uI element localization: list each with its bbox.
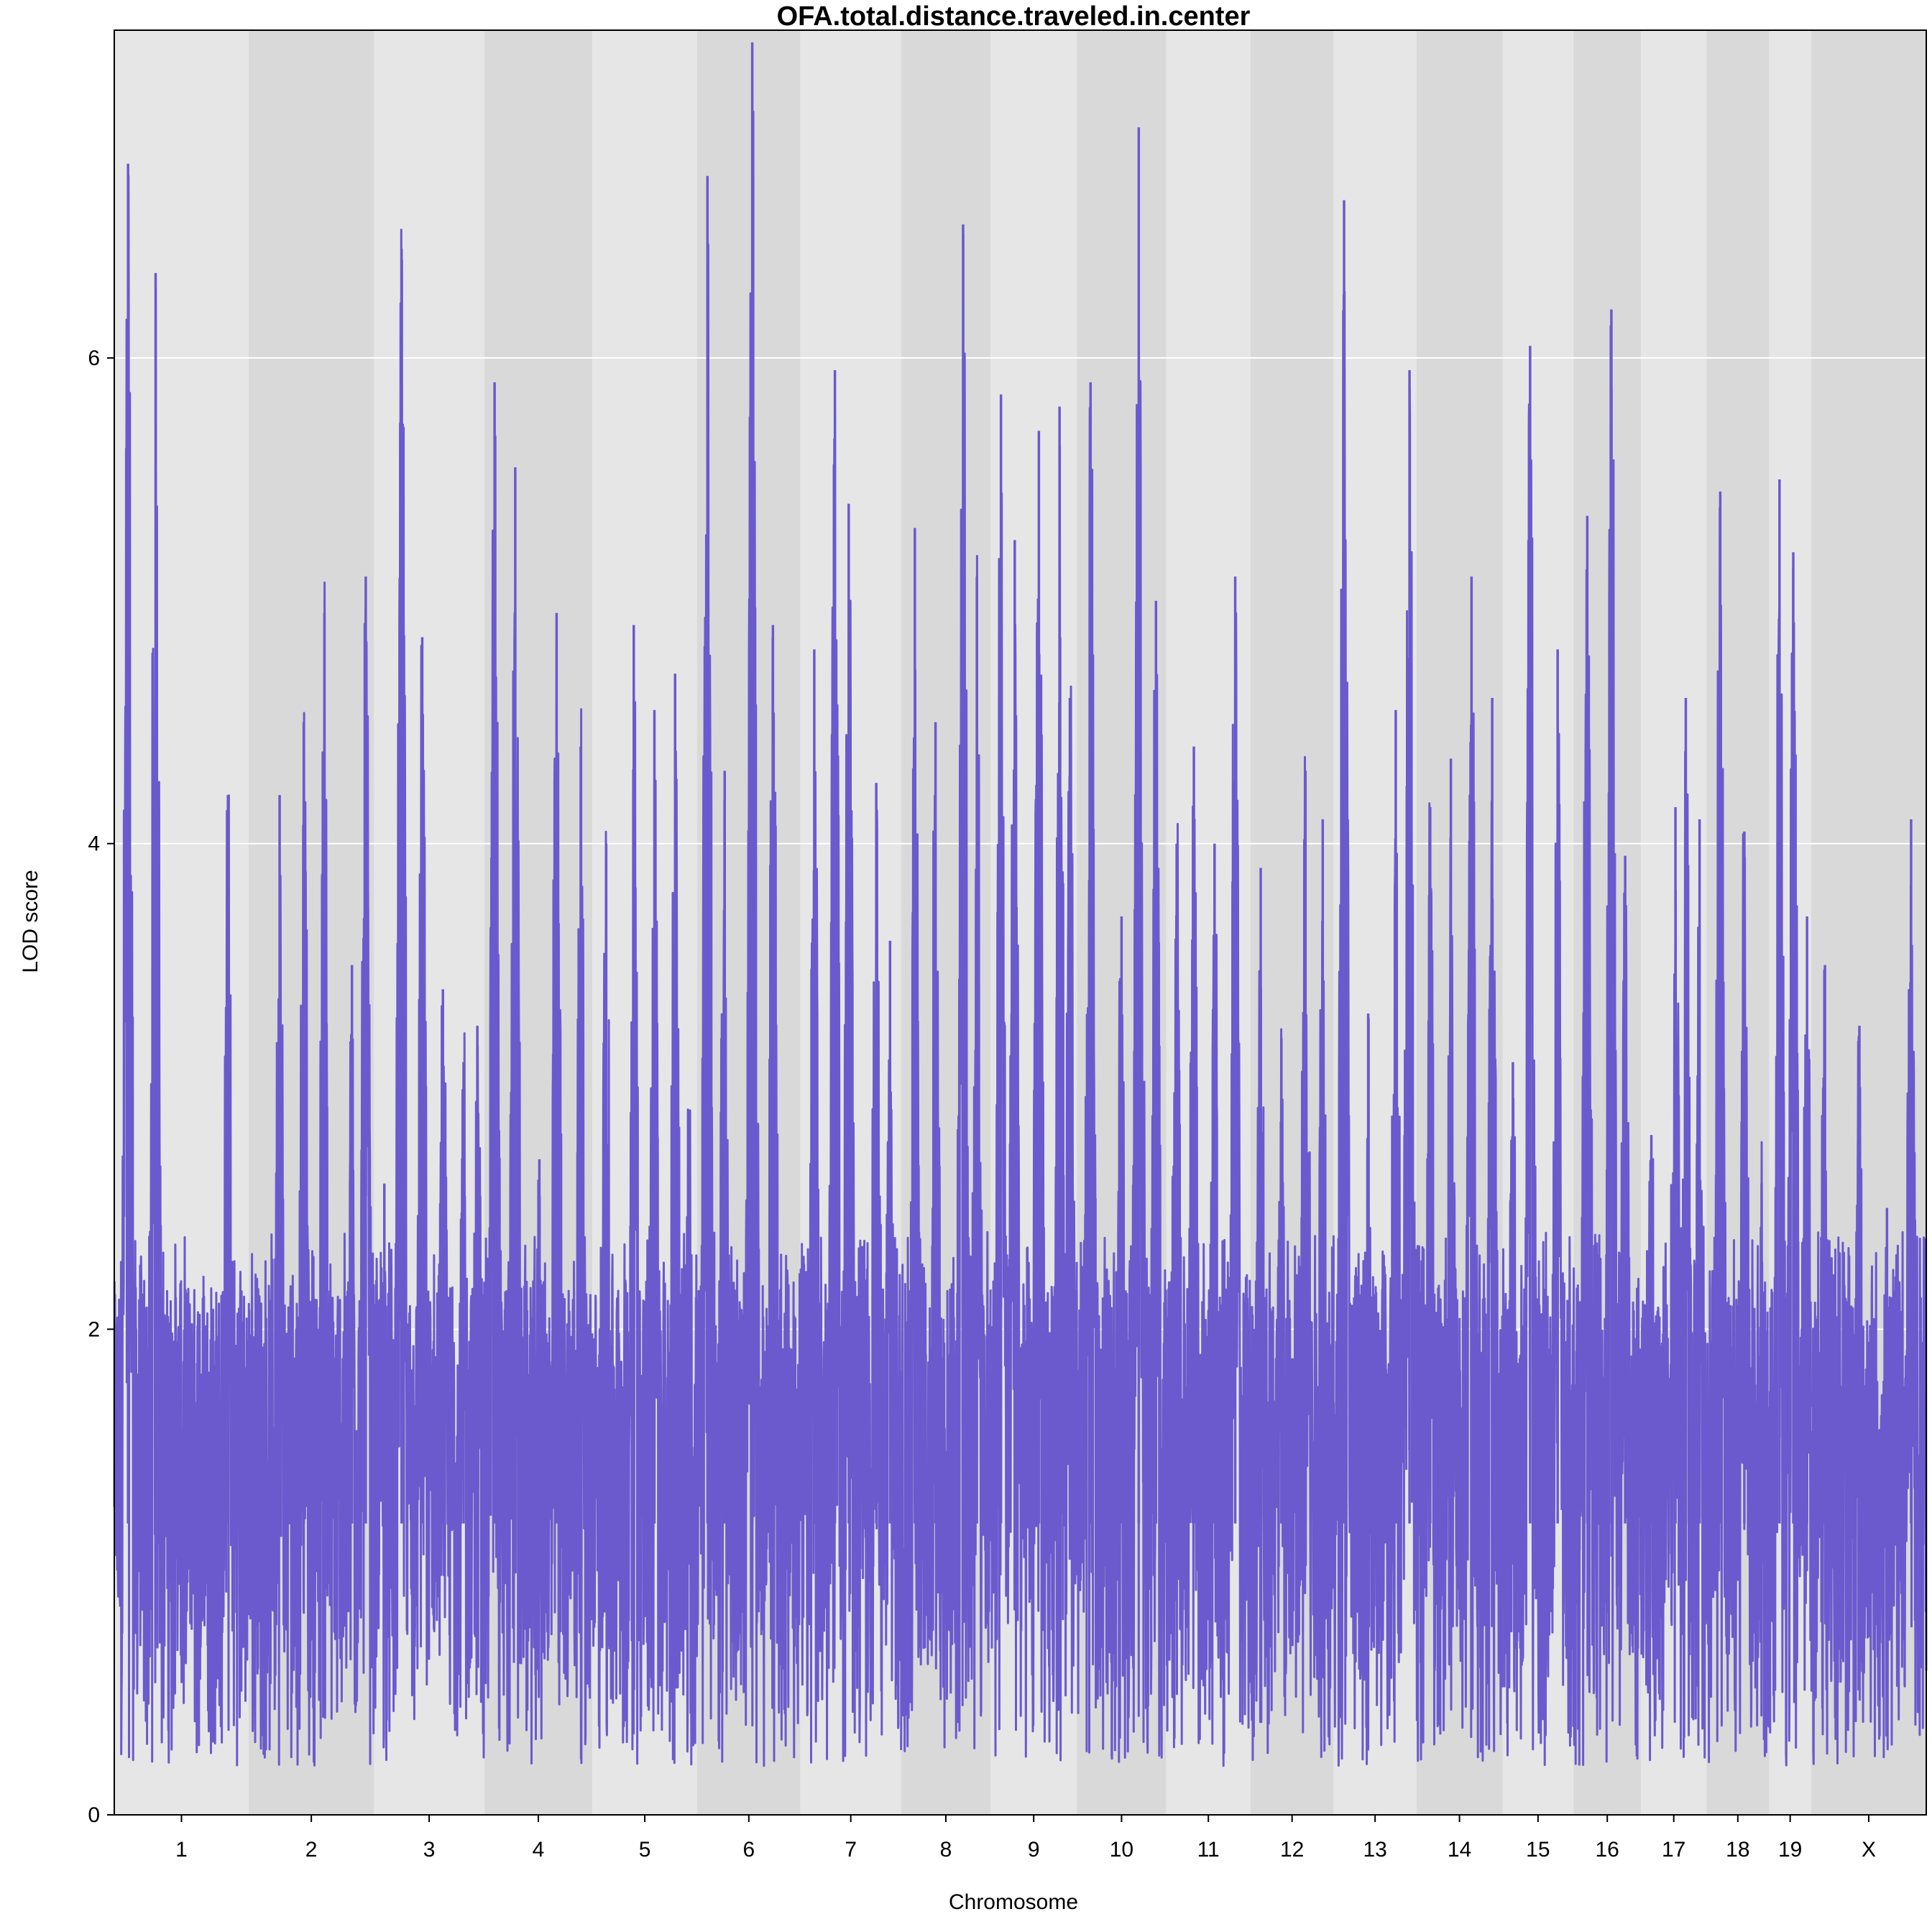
x-tick-label: 7 <box>845 1838 857 1862</box>
x-tick-label: 9 <box>1028 1838 1040 1862</box>
y-tick-label: 4 <box>88 832 100 856</box>
x-tick-label: 14 <box>1448 1838 1471 1862</box>
x-tick-label: 8 <box>940 1838 952 1862</box>
x-axis-title: Chromosome <box>949 1890 1078 1914</box>
lod-line-chr-16 <box>1572 325 1642 1766</box>
x-tick-label: X <box>1862 1838 1876 1862</box>
y-axis-title: LOD score <box>19 870 42 972</box>
x-tick-label: 13 <box>1363 1838 1386 1862</box>
y-tick-label: 0 <box>88 1803 100 1827</box>
x-tick-label: 18 <box>1726 1838 1749 1862</box>
x-tick-label: 2 <box>305 1838 318 1862</box>
lod-line-chr-15 <box>1501 403 1575 1767</box>
x-tick-label: 16 <box>1596 1838 1619 1862</box>
lod-series <box>113 42 1928 1767</box>
x-tick-label: 17 <box>1662 1838 1685 1862</box>
x-tick-label: 1 <box>175 1838 188 1862</box>
y-tick-label: 6 <box>88 346 100 370</box>
lod-line-chr-12 <box>1249 755 1335 1761</box>
lod-line-chr-3 <box>372 229 486 1762</box>
lod-line-chr-X <box>1810 885 1928 1765</box>
x-tick-label: 11 <box>1197 1838 1220 1862</box>
x-tick-label: 6 <box>742 1838 755 1862</box>
x-tick-label: 4 <box>533 1838 545 1862</box>
lod-line-chr-19 <box>1767 567 1813 1767</box>
plot-frame <box>114 29 1927 1816</box>
lod-line-chr-9 <box>989 445 1078 1762</box>
chart-title: OFA.total.distance.traveled.in.center <box>777 1 1251 32</box>
x-tick-label: 10 <box>1110 1838 1133 1862</box>
x-tick-label: 15 <box>1526 1838 1550 1862</box>
x-tick-label: 3 <box>423 1838 436 1862</box>
y-tick-label: 2 <box>88 1317 100 1341</box>
lod-line-chr-1 <box>113 175 250 1767</box>
y-axis-ticks: 0 2 4 6 <box>88 346 114 1827</box>
x-axis-ticks: 1 2 3 4 5 6 7 8 9 10 11 12 13 14 15 16 17 18 19 X <box>175 1815 1876 1862</box>
lod-line-chr-5 <box>591 701 699 1766</box>
x-tick-label: 12 <box>1280 1838 1304 1862</box>
lod-line-chr-18 <box>1705 507 1770 1763</box>
lod-line-chr-6 <box>696 110 801 1767</box>
lod-line-chr-7 <box>799 408 903 1764</box>
lod-line-chr-13 <box>1333 290 1417 1767</box>
x-tick-label: 5 <box>639 1838 651 1862</box>
x-tick-label: 19 <box>1778 1838 1802 1862</box>
